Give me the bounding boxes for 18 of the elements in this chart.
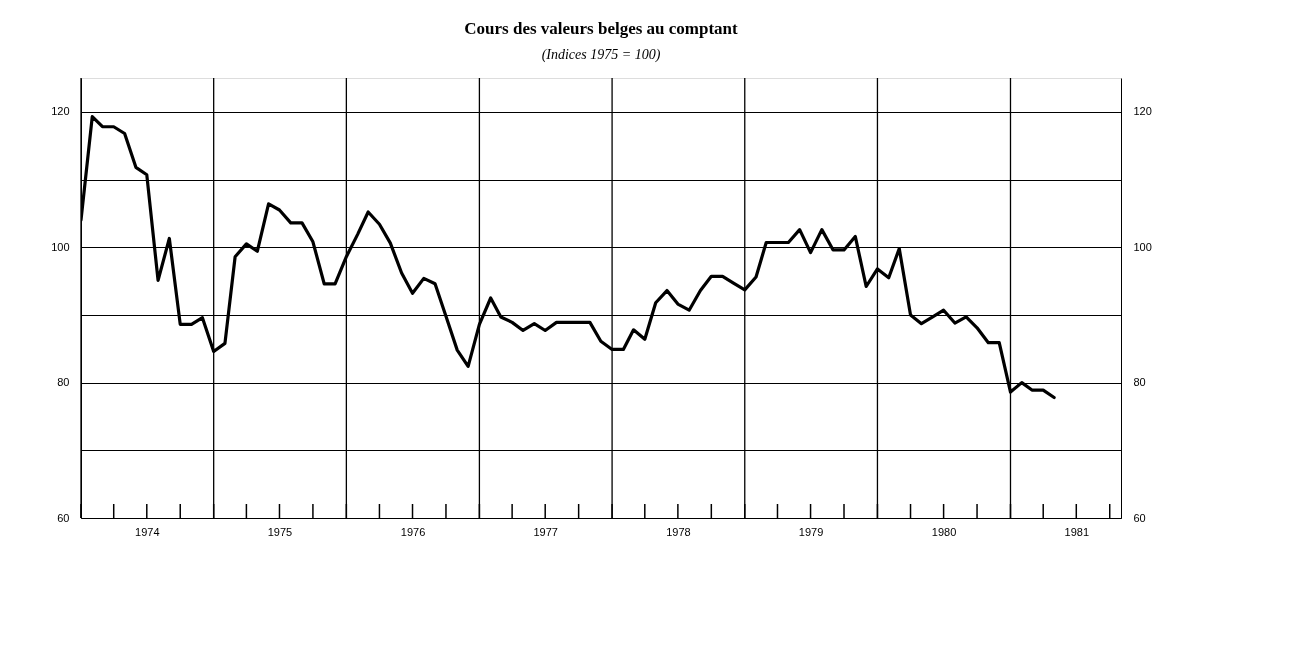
y2-tick-label: 80 [1133,376,1146,389]
x-tick-label: 1975 [267,525,293,538]
y-tick-label: 60 [57,511,70,524]
y-tick-label: 120 [51,105,70,118]
chart-subtitle: (Indices 1975 = 100) [541,47,661,64]
y2-tick-label: 120 [1133,105,1152,118]
x-tick-label: 1974 [135,525,160,538]
x-tick-label: 1977 [533,525,558,538]
x-tick-label: 1981 [1064,525,1090,538]
y2-tick-label: 60 [1133,511,1146,524]
x-tick-label: 1978 [666,525,691,538]
chart-title: Cours des valeurs belges au comptant [464,19,739,39]
x-tick-label: 1976 [400,525,426,538]
x-tick-label: 1979 [798,525,824,538]
y-tick-label: 80 [57,376,70,389]
y2-tick-label: 100 [1133,240,1152,253]
y-tick-label: 100 [51,240,70,253]
x-tick-label: 1980 [931,525,957,538]
